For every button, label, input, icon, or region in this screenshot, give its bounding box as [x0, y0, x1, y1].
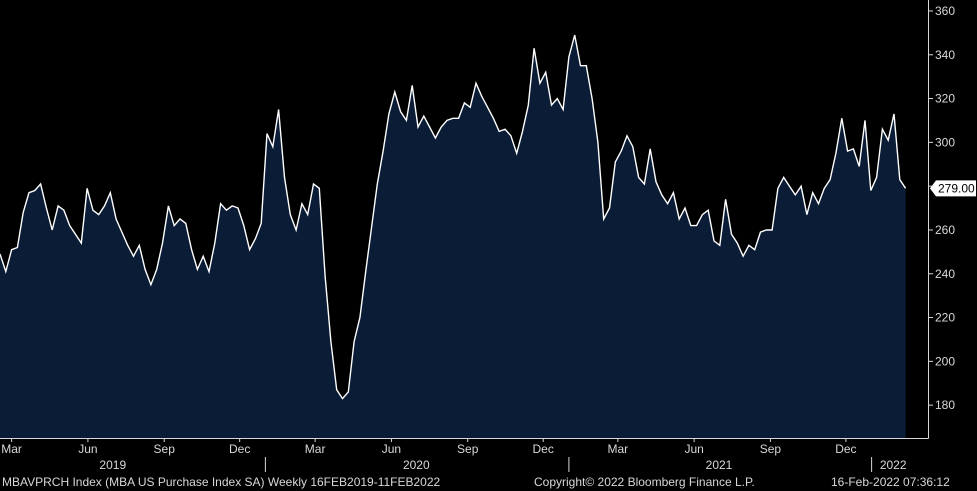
y-tick-label: 240 — [935, 267, 955, 281]
y-axis: 180200220240260280300320340360 — [928, 0, 955, 439]
y-tick-label: 340 — [935, 48, 955, 62]
x-year-label: 2019 — [99, 458, 126, 472]
x-axis: Mar Jun Sep Dec Mar Jun Sep Dec Mar Jun Sep Dec 2019… — [0, 438, 929, 472]
x-tick-label: Sep — [760, 442, 782, 456]
x-year-label: 2022 — [880, 458, 907, 472]
series-line — [0, 34, 907, 400]
price-chart: 180200220240260280300320340360 MarJunSep… — [0, 0, 976, 472]
x-tick-label: Jun — [78, 442, 97, 456]
last-value-marker: 279.00 — [930, 180, 976, 197]
y-tick-label: 360 — [935, 4, 955, 18]
y-tick-label: 260 — [935, 223, 955, 237]
footer-copyright: Copyright© 2022 Bloomberg Finance L.P. — [534, 475, 755, 489]
plot-area — [0, 34, 907, 438]
y-tick-label: 200 — [935, 354, 955, 368]
y-tick-label: 300 — [935, 135, 955, 149]
x-tick-label: Jun — [382, 442, 401, 456]
x-year-label: 2020 — [403, 458, 430, 472]
y-tick-label: 180 — [935, 398, 955, 412]
x-tick-label: Dec — [533, 442, 554, 456]
area-series-fill — [0, 35, 906, 438]
y-tick-label: 220 — [935, 311, 955, 325]
x-year-label: 2021 — [706, 458, 733, 472]
footer-bar: MBAVPRCH Index (MBA US Purchase Index SA… — [0, 473, 977, 491]
x-tick-label: Sep — [154, 442, 176, 456]
x-tick-label: Dec — [229, 442, 250, 456]
last-value-box — [930, 180, 976, 197]
y-tick-label: 320 — [935, 92, 955, 106]
x-tick-label: Mar — [608, 442, 629, 456]
footer-timestamp: 16-Feb-2022 07:36:12 — [831, 475, 950, 489]
x-tick-label: Sep — [457, 442, 479, 456]
last-value-label: 279.00 — [938, 181, 975, 195]
x-tick-label: Mar — [305, 442, 326, 456]
x-tick-label: Mar — [1, 442, 22, 456]
x-tick-label: Jun — [684, 442, 703, 456]
footer-description: MBAVPRCH Index (MBA US Purchase Index SA… — [2, 475, 441, 489]
x-tick-label: Dec — [835, 442, 856, 456]
